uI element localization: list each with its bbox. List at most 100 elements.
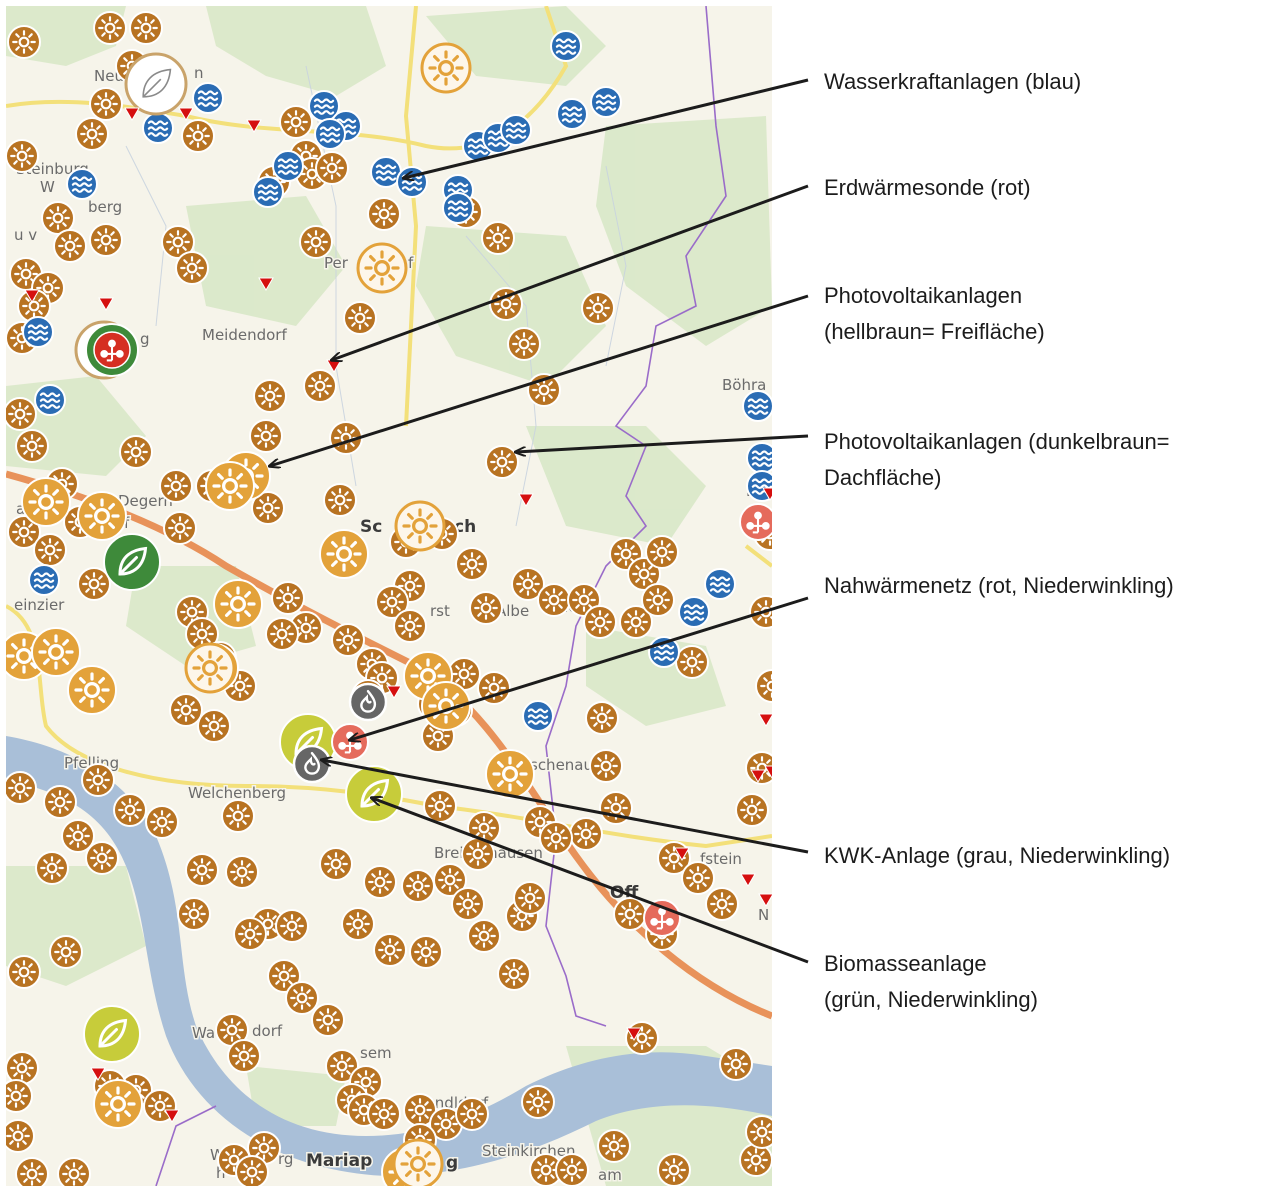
- pv-roof-marker[interactable]: [89, 223, 123, 257]
- pv-roof-marker[interactable]: [489, 287, 523, 321]
- pv-roof-marker[interactable]: [675, 645, 709, 679]
- pv-roof-marker[interactable]: [159, 469, 193, 503]
- pv-roof-marker[interactable]: [467, 919, 501, 953]
- hydro-marker[interactable]: [28, 564, 60, 596]
- pv-roof-marker[interactable]: [6, 1051, 39, 1085]
- pv-open-marker[interactable]: [93, 1079, 143, 1129]
- heat-network-marker[interactable]: [643, 899, 681, 937]
- pv-open-outline-marker[interactable]: [420, 42, 472, 94]
- pv-roof-marker[interactable]: [61, 819, 95, 853]
- heat-network-marker[interactable]: [331, 723, 369, 761]
- pv-roof-marker[interactable]: [477, 671, 511, 705]
- pv-roof-marker[interactable]: [43, 785, 77, 819]
- pv-roof-marker[interactable]: [625, 1021, 659, 1055]
- pv-open-marker[interactable]: [77, 491, 127, 541]
- hydro-marker[interactable]: [590, 86, 622, 118]
- hydro-marker[interactable]: [746, 442, 772, 474]
- pv-roof-marker[interactable]: [749, 595, 772, 629]
- pv-open-marker[interactable]: [421, 681, 471, 731]
- pv-roof-marker[interactable]: [113, 793, 147, 827]
- pv-roof-marker[interactable]: [363, 865, 397, 899]
- pv-roof-marker[interactable]: [235, 1155, 269, 1186]
- pv-roof-marker[interactable]: [401, 869, 435, 903]
- pv-roof-marker[interactable]: [6, 1119, 35, 1153]
- pv-roof-marker[interactable]: [181, 119, 215, 153]
- geothermal-marker[interactable]: [90, 1067, 106, 1081]
- pv-roof-marker[interactable]: [585, 701, 619, 735]
- geothermal-marker[interactable]: [98, 297, 114, 311]
- pv-roof-marker[interactable]: [521, 1085, 555, 1119]
- biomass-dark-marker[interactable]: [103, 533, 161, 591]
- pv-roof-marker[interactable]: [555, 1153, 589, 1186]
- pv-roof-marker[interactable]: [315, 151, 349, 185]
- pv-roof-marker[interactable]: [319, 847, 353, 881]
- hydro-marker[interactable]: [142, 112, 174, 144]
- pv-roof-marker[interactable]: [481, 221, 515, 255]
- pv-open-marker[interactable]: [485, 749, 535, 799]
- pv-roof-marker[interactable]: [267, 959, 301, 993]
- pv-roof-marker[interactable]: [7, 25, 41, 59]
- pv-roof-marker[interactable]: [175, 251, 209, 285]
- hydro-marker[interactable]: [442, 192, 474, 224]
- hydro-marker[interactable]: [648, 636, 680, 668]
- pv-roof-marker[interactable]: [589, 749, 623, 783]
- pv-roof-marker[interactable]: [657, 1153, 691, 1186]
- hydro-marker[interactable]: [22, 316, 54, 348]
- geothermal-marker[interactable]: [518, 493, 534, 507]
- pv-roof-marker[interactable]: [89, 87, 123, 121]
- pv-roof-marker[interactable]: [221, 799, 255, 833]
- hydro-marker[interactable]: [550, 30, 582, 62]
- geothermal-marker[interactable]: [246, 119, 262, 133]
- hydro-marker[interactable]: [704, 568, 736, 600]
- pv-roof-marker[interactable]: [145, 805, 179, 839]
- geothermal-marker[interactable]: [164, 1109, 180, 1123]
- pv-roof-marker[interactable]: [15, 429, 49, 463]
- pv-roof-marker[interactable]: [93, 11, 127, 45]
- pv-roof-marker[interactable]: [6, 771, 37, 805]
- pv-roof-marker[interactable]: [7, 515, 41, 549]
- hydro-marker[interactable]: [500, 114, 532, 146]
- pv-roof-marker[interactable]: [455, 547, 489, 581]
- pv-roof-marker[interactable]: [6, 397, 37, 431]
- pv-open-marker[interactable]: [205, 461, 255, 511]
- pv-roof-marker[interactable]: [537, 583, 571, 617]
- pv-roof-marker[interactable]: [329, 421, 363, 455]
- pv-roof-marker[interactable]: [539, 821, 573, 855]
- pv-roof-marker[interactable]: [53, 229, 87, 263]
- pv-open-outline-marker[interactable]: [184, 642, 236, 694]
- pv-roof-marker[interactable]: [129, 11, 163, 45]
- pv-roof-marker[interactable]: [119, 435, 153, 469]
- pv-roof-marker[interactable]: [249, 419, 283, 453]
- geothermal-marker[interactable]: [178, 107, 194, 121]
- pv-roof-marker[interactable]: [409, 935, 443, 969]
- hydro-marker[interactable]: [742, 390, 772, 422]
- pv-roof-marker[interactable]: [161, 225, 195, 259]
- pv-roof-marker[interactable]: [599, 791, 633, 825]
- pv-roof-marker[interactable]: [311, 1003, 345, 1037]
- pv-roof-marker[interactable]: [197, 709, 231, 743]
- pv-roof-marker[interactable]: [627, 557, 661, 591]
- pv-roof-marker[interactable]: [275, 909, 309, 943]
- pv-roof-marker[interactable]: [185, 853, 219, 887]
- pv-roof-marker[interactable]: [225, 855, 259, 889]
- pv-open-marker[interactable]: [319, 529, 369, 579]
- pv-roof-marker[interactable]: [299, 225, 333, 259]
- pv-roof-marker[interactable]: [497, 957, 531, 991]
- geothermal-marker[interactable]: [124, 107, 140, 121]
- pv-roof-marker[interactable]: [393, 609, 427, 643]
- geothermal-marker[interactable]: [24, 289, 40, 303]
- pv-open-outline-marker[interactable]: [356, 242, 408, 294]
- hydro-marker[interactable]: [522, 700, 554, 732]
- pv-roof-marker[interactable]: [35, 851, 69, 885]
- hydro-marker[interactable]: [556, 98, 588, 130]
- pv-roof-marker[interactable]: [57, 1157, 91, 1186]
- pv-open-marker[interactable]: [67, 665, 117, 715]
- pv-roof-marker[interactable]: [641, 583, 675, 617]
- pv-roof-marker[interactable]: [7, 955, 41, 989]
- pv-roof-marker[interactable]: [745, 1115, 772, 1149]
- pv-roof-marker[interactable]: [233, 917, 267, 951]
- pv-roof-marker[interactable]: [705, 887, 739, 921]
- pv-roof-marker[interactable]: [485, 445, 519, 479]
- pv-open-outline-marker[interactable]: [394, 500, 446, 552]
- heat-network-marker[interactable]: [739, 503, 772, 541]
